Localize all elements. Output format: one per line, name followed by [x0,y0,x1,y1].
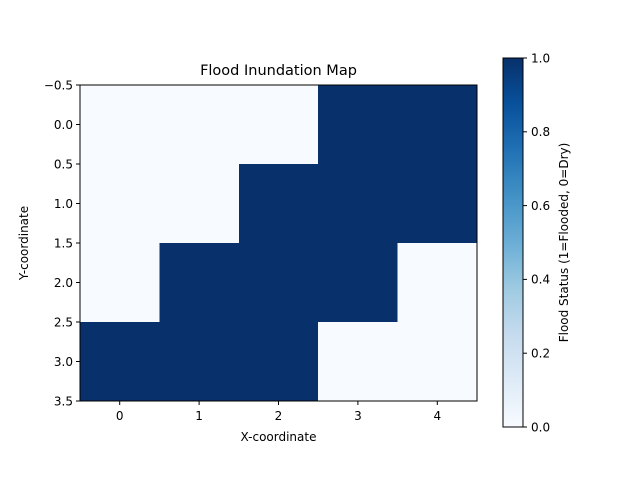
y-tick-label: 0.0 [54,118,73,132]
heatmap-cell [397,85,478,165]
x-tick-label: 3 [354,409,362,423]
heatmap-cell [397,164,478,244]
x-tick-label: 1 [195,409,203,423]
x-tick-label: 2 [275,409,283,423]
y-tick-label: 2.0 [54,276,73,290]
colorbar-tick-label: 0.6 [531,199,550,213]
heatmap-cell [397,322,478,402]
x-tick-label: 0 [116,409,124,423]
heatmap-cell [80,85,160,165]
colorbar-label: Flood Status (1=Flooded, 0=Dry) [557,143,571,343]
chart-title: Flood Inundation Map [200,63,357,79]
heatmap-cell [238,243,319,323]
heatmap-cell [80,322,160,402]
heatmap-cell [159,322,240,402]
heatmap-cell [238,164,319,244]
y-axis-ticks: −0.5 0.0 0.5 1.0 1.5 2.0 2.5 3.0 3.5 [44,78,80,408]
x-tick-label: 4 [433,409,441,423]
heatmap-cell [397,243,478,323]
colorbar-tick-label: 0.2 [531,347,550,361]
colorbar-tick-label: 0.0 [531,420,550,434]
y-tick-label: 3.0 [54,355,73,369]
x-axis-ticks: 0 1 2 3 4 [116,401,441,423]
heatmap-cell [159,243,240,323]
y-tick-label: 3.5 [54,394,73,408]
heatmap-cell [318,243,399,323]
heatmap-cell [318,164,399,244]
y-tick-label: 1.5 [54,236,73,250]
y-tick-label: 1.0 [54,197,73,211]
heatmap-cell [318,85,399,165]
y-axis-label: Y-coordinate [17,206,31,281]
y-tick-label: 2.5 [54,315,73,329]
heatmap-cell [238,322,319,402]
colorbar-tick-label: 0.4 [531,273,550,287]
heatmap-cell [80,164,160,244]
heatmap-cell [159,85,240,165]
heatmap-cell [238,85,319,165]
heatmap-cells [80,85,478,402]
heatmap-cell [159,164,240,244]
x-axis-label: X-coordinate [241,430,317,444]
colorbar-tick-label: 0.8 [531,125,550,139]
heatmap-cell [80,243,160,323]
colorbar [502,57,524,428]
colorbar-ticks: 0.0 0.2 0.4 0.6 0.8 1.0 [523,51,550,434]
colorbar-tick-label: 1.0 [531,51,550,65]
y-tick-label: −0.5 [44,78,73,92]
heatmap-cell [318,322,399,402]
y-tick-label: 0.5 [54,157,73,171]
